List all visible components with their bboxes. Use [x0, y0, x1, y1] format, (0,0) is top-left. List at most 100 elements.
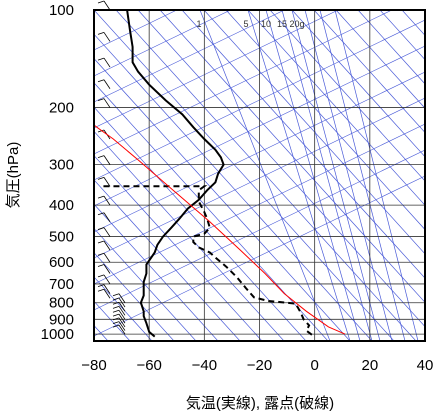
adiabat-line: [94, 227, 197, 341]
plot-frame: [93, 9, 426, 342]
adiabat-line: [247, 10, 425, 206]
wind-barb-flag: [112, 321, 120, 324]
wind-barbs: [97, 0, 126, 335]
mixing-ratio-label: 5: [243, 19, 248, 29]
x-tick-label: −40: [192, 357, 217, 374]
adiabat-line: [203, 10, 425, 255]
wind-barb: [118, 306, 126, 316]
adiabat-line: [225, 10, 425, 231]
wind-barb-flag: [112, 293, 120, 297]
adiabat-line: [94, 58, 351, 341]
wind-barb-flag: [97, 252, 105, 256]
wind-barb-flag: [97, 284, 105, 288]
wind-barb: [103, 240, 111, 251]
wind-barb: [118, 310, 126, 320]
adiabat-line: [94, 33, 373, 341]
wind-barb-flag: [112, 324, 120, 328]
mixing-ratio-line: [291, 10, 381, 341]
y-tick-label: 900: [49, 311, 74, 328]
x-tick-label: 0: [310, 357, 318, 374]
wind-barb-flag: [97, 264, 105, 267]
y-tick-label: 1000: [41, 326, 74, 343]
y-tick-label: 100: [49, 2, 74, 19]
wind-barb-flag: [97, 195, 105, 199]
wind-barb: [103, 155, 111, 165]
y-tick-label: 300: [49, 157, 74, 174]
wind-barb: [118, 302, 126, 312]
parcel-line: [94, 124, 346, 335]
x-tick-label: −20: [247, 357, 272, 374]
wind-barb: [103, 0, 111, 11]
wind-barb: [103, 177, 111, 187]
wind-barb: [103, 32, 111, 42]
adiabat-line: [94, 252, 175, 341]
wind-barb: [103, 284, 111, 294]
wind-barb-flag: [97, 274, 105, 278]
wind-barb: [103, 195, 111, 206]
adiabat-line: [269, 10, 425, 182]
wind-barb-flag: [97, 32, 105, 35]
wind-barb: [118, 293, 126, 303]
mixing-ratio-line: [334, 10, 419, 341]
wind-barb: [103, 212, 111, 222]
adiabat-line: [137, 10, 425, 328]
wind-barb: [118, 324, 126, 335]
wind-barb-flag: [97, 288, 105, 292]
adiabat-line: [181, 10, 425, 279]
mixing-ratio-label: 15: [277, 19, 287, 29]
wind-barb: [118, 317, 126, 328]
x-tick-labels: −80 −60 −40 −20 0 20 40: [81, 357, 433, 374]
wind-barb: [103, 227, 111, 237]
temperature-line: [126, 10, 225, 338]
mixing-ratio-line: [319, 10, 406, 341]
adiabat-line: [94, 276, 153, 341]
wind-barb-flag: [97, 79, 105, 83]
wind-barb-flag: [97, 57, 105, 61]
wind-barb-flag: [97, 176, 105, 180]
adiabat-line: [94, 82, 329, 341]
y-tick-label: 400: [49, 197, 74, 214]
x-tick-label: 20: [361, 357, 378, 374]
dry-adiabat-lines: [94, 10, 425, 341]
adiabat-line: [357, 10, 425, 85]
adiabat-line: [94, 179, 241, 341]
wind-barb: [103, 264, 111, 274]
wind-barb: [103, 79, 111, 89]
dewpoint-line: [99, 185, 313, 336]
wind-barb-flag: [97, 227, 105, 230]
wind-barb: [118, 313, 126, 324]
wind-barb-flag: [97, 129, 105, 133]
mixing-ratio-line: [281, 10, 373, 341]
y-axis-title: 気圧(hPa): [5, 142, 22, 209]
adiabat-line: [159, 10, 425, 303]
adiabat-line: [401, 10, 425, 36]
wind-barb-flag: [97, 0, 105, 4]
mixing-ratio-label: 1: [196, 19, 201, 29]
x-tick-label: −60: [136, 357, 161, 374]
x-axis-title: 気温(実線), 露点(破線): [186, 395, 334, 412]
wind-barb: [118, 297, 126, 308]
wind-barb: [103, 274, 111, 285]
mixing-ratio-line: [304, 10, 393, 341]
adiabat-line: [313, 10, 425, 133]
wind-barb: [103, 253, 111, 263]
mixing-ratio-line: [247, 10, 351, 341]
y-tick-label: 600: [49, 254, 74, 271]
adiabat-line: [94, 203, 219, 341]
mixing-ratio-label: 10: [261, 19, 271, 29]
adiabat-line: [115, 10, 417, 341]
wind-barb: [103, 289, 111, 299]
wind-barb-flag: [97, 212, 105, 216]
adiabat-line: [291, 10, 425, 158]
wind-barb-flag: [112, 309, 120, 313]
wind-barb-flag: [97, 155, 105, 159]
adiabat-line: [94, 130, 285, 341]
wind-barb-flag: [97, 98, 105, 101]
wind-barb-flag: [112, 297, 120, 301]
adiabat-line: [379, 10, 425, 61]
y-tick-label: 800: [49, 295, 74, 312]
mixing-ratio-label: 20g: [289, 19, 304, 29]
wind-barb: [103, 98, 111, 108]
